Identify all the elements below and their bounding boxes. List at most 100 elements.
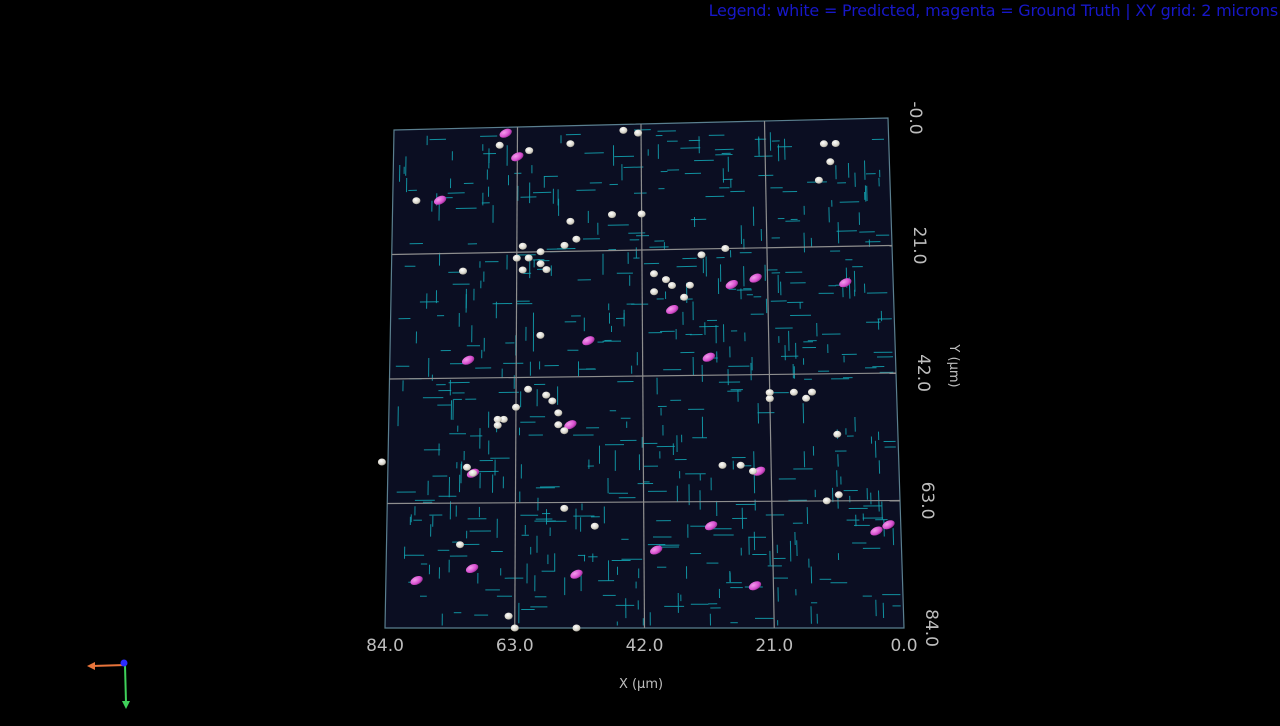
predicted-object [697, 251, 706, 259]
ground-truth-object [702, 352, 715, 362]
predicted-objects [377, 126, 843, 632]
x-tick-label: 42.0 [626, 636, 664, 656]
predicted-object [637, 210, 646, 218]
filament-segment [853, 270, 856, 292]
y-axis-ticks: -0.0 21.0 42.0 63.0 84.0 [905, 101, 941, 647]
filament-segment [623, 166, 644, 168]
predicted-object [456, 541, 464, 549]
predicted-object [518, 242, 527, 250]
predicted-object [412, 197, 421, 205]
ground-truth-object [570, 569, 583, 579]
predicted-object [590, 522, 599, 530]
x-axis-arrowhead [87, 662, 95, 670]
y-tick-label: 21.0 [909, 227, 929, 265]
filament-segment [803, 232, 805, 253]
y-tick-label: 63.0 [917, 482, 937, 520]
predicted-object [469, 469, 477, 477]
ground-truth-object [650, 545, 663, 555]
predicted-object [542, 391, 551, 399]
predicted-object [560, 427, 569, 435]
ground-truth-object [748, 581, 762, 591]
predicted-object [822, 497, 831, 505]
ground-truth-objects [410, 128, 895, 591]
predicted-object [554, 409, 563, 417]
y-tick-label: 84.0 [921, 609, 941, 647]
predicted-object [536, 331, 545, 339]
predicted-object [377, 458, 386, 466]
legend-text: Legend: white = Predicted, magenta = Gro… [708, 1, 1279, 20]
predicted-object [524, 254, 533, 262]
filament-segment [802, 403, 805, 424]
predicted-object [493, 415, 502, 423]
ground-truth-object [564, 420, 577, 430]
predicted-object [802, 394, 811, 402]
predicted-object [819, 140, 828, 148]
ground-truth-object [870, 526, 883, 536]
orientation-widget [87, 659, 130, 709]
predicted-object [765, 395, 774, 403]
y-axis-title: Y (µm) [946, 343, 961, 387]
ground-truth-object [433, 195, 447, 205]
z-axis-dot [120, 659, 128, 667]
grid-line-horizontal [387, 499, 901, 505]
filament-segment [892, 528, 895, 546]
x-tick-label: 0.0 [890, 636, 917, 656]
predicted-object [572, 624, 581, 632]
predicted-object [459, 267, 467, 275]
predicted-object [525, 147, 534, 155]
predicted-object [680, 293, 689, 301]
ground-truth-object [749, 273, 762, 283]
ground-truth-object [882, 520, 895, 530]
filament-segment [714, 148, 734, 151]
ground-truth-object [499, 128, 512, 138]
ground-truth-object [704, 521, 718, 531]
predicted-object [560, 504, 569, 512]
filament-segment [784, 138, 786, 160]
filament-segment [864, 160, 866, 180]
predicted-object [650, 270, 658, 278]
ground-truth-object [839, 278, 852, 288]
xy-plane [384, 117, 905, 629]
ground-truth-object [465, 563, 479, 574]
predicted-object [536, 248, 545, 256]
x-tick-label: 63.0 [496, 636, 534, 656]
ground-truth-object [582, 336, 595, 346]
predicted-object [765, 389, 774, 397]
predicted-object [721, 245, 730, 252]
predicted-object [560, 241, 569, 249]
predicted-object [608, 211, 616, 219]
predicted-object [826, 158, 835, 166]
predicted-object [808, 388, 816, 396]
y-axis-arrow [124, 664, 127, 704]
y-tick-label: 42.0 [913, 354, 933, 392]
predicted-object [566, 140, 575, 148]
predicted-object [831, 140, 840, 147]
predicted-object [548, 397, 557, 405]
ground-truth-object [410, 575, 423, 586]
x-axis-arrow [91, 664, 126, 667]
ground-truth-object [725, 279, 738, 290]
predicted-object [650, 288, 659, 296]
predicted-object [512, 403, 520, 411]
predicted-object [554, 421, 563, 429]
xy-grid [387, 120, 901, 629]
predicted-object [749, 467, 757, 475]
x-tick-label: 84.0 [366, 636, 404, 656]
predicted-object [834, 491, 843, 499]
filament-segment [837, 222, 840, 244]
predicted-object [499, 415, 508, 423]
grid-line-horizontal [389, 372, 897, 380]
grid-line-vertical [763, 120, 775, 629]
predicted-object [572, 235, 581, 243]
y-tick-label: -0.0 [905, 101, 925, 134]
predicted-object [814, 176, 823, 184]
predicted-object [512, 254, 521, 262]
predicted-object [685, 281, 694, 289]
predicted-object [463, 463, 471, 471]
predicted-object [789, 388, 798, 396]
predicted-object [736, 461, 745, 469]
predicted-object [536, 260, 545, 268]
predicted-object [833, 430, 842, 438]
